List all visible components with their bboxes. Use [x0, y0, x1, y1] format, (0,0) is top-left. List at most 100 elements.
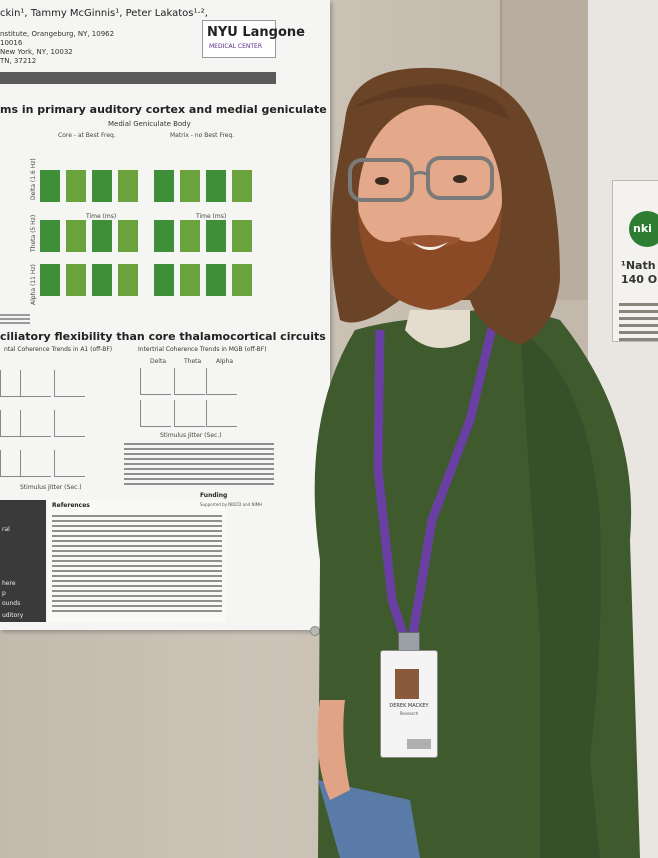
spectrogram-cell: [66, 264, 86, 296]
spectrogram-cell: [154, 264, 174, 296]
side-text: p: [2, 590, 6, 597]
spectrogram-cell: [66, 170, 86, 202]
poster-side-panel: ral here p ounds uditory: [0, 500, 46, 622]
band-label: Alpha: [216, 358, 234, 365]
spectrogram-cell: [118, 170, 138, 202]
axis-label: Time (ms): [86, 213, 117, 220]
coherence-mini-plot: [0, 410, 31, 437]
nki-body-text: [619, 299, 658, 341]
logo-text: NYU Langone: [207, 25, 305, 40]
hair-top: [350, 84, 510, 120]
figure-label: Medial Geniculate Body: [108, 120, 191, 128]
coherence-mini-plot: [20, 410, 51, 437]
column-header: Matrix - no Best Freq.: [170, 132, 235, 139]
header-divider: [0, 72, 276, 84]
left-eye: [375, 177, 389, 185]
coherence-mini-plot: [54, 410, 85, 437]
figure-caption: [0, 312, 30, 326]
glasses-bridge: [411, 171, 429, 177]
jeans: [318, 780, 420, 858]
coherence-mini-plot: [0, 370, 31, 397]
nki-poster-card: nki ¹Nath 140 O: [612, 180, 658, 342]
spectrogram-cell: [92, 220, 112, 252]
section-title: ms in primary auditory cortex and medial…: [0, 103, 327, 116]
mustache: [400, 235, 460, 247]
spectrogram-cell: [180, 264, 200, 296]
spectrogram-cell: [40, 220, 60, 252]
poster-authors: ckin¹, Tammy McGinnis¹, Peter Lakatos¹·²…: [0, 8, 208, 19]
band-label: Theta: [184, 358, 202, 365]
spectrogram-cell: [118, 220, 138, 252]
subsection-title: ntal Coherence Trends in A1 (off-BF): [4, 346, 113, 353]
coherence-mini-plot: [20, 370, 51, 397]
coherence-mini-plot: [54, 450, 85, 477]
column-header: Core - at Best Freq.: [58, 132, 116, 139]
spectrogram-cell: [92, 264, 112, 296]
affiliation-line: nstitute, Orangeburg, NY, 10962: [0, 30, 115, 38]
coherence-mini-plot: [206, 368, 237, 395]
badge-name: DEREK MACKEY: [389, 703, 429, 709]
spectrogram-cell: [232, 170, 252, 202]
coherence-mini-plot: [140, 400, 171, 427]
side-text: ral: [2, 526, 10, 533]
spectrogram-cell: [206, 220, 226, 252]
spectrogram-cell: [154, 220, 174, 252]
research-poster: ckin¹, Tammy McGinnis¹, Peter Lakatos¹·²…: [0, 0, 330, 636]
axis-label: Stimulus Jitter (Sec.): [160, 432, 222, 439]
results-text: [124, 440, 274, 488]
spectrogram-cell: [154, 170, 174, 202]
glasses-right-lens: [426, 156, 494, 200]
spectrogram-cell: [180, 170, 200, 202]
spectrogram-cell: [180, 220, 200, 252]
spectrogram-cell: [118, 264, 138, 296]
glasses-left-lens: [348, 158, 414, 202]
affiliation-line: New York, NY, 10032: [0, 48, 73, 56]
band-label: Delta: [150, 358, 167, 365]
beard: [358, 205, 502, 310]
axis-label: Time (ms): [196, 213, 227, 220]
smile: [412, 242, 448, 250]
spectrogram-cell: [40, 170, 60, 202]
coherence-mini-plot: [20, 450, 51, 477]
sweater-shading: [520, 330, 601, 858]
coherence-mini-plot: [0, 450, 31, 477]
affiliation-line: 10016: [0, 39, 23, 47]
references-box: References: [48, 500, 226, 622]
references-text: [52, 512, 222, 615]
subsection-title: Intertrial Coherence Trends in MGB (off-…: [138, 346, 267, 353]
right-eye: [453, 175, 467, 183]
references-title: References: [52, 502, 90, 509]
side-text: uditory: [2, 612, 24, 619]
spectrogram-cell: [206, 170, 226, 202]
funding-title: Funding: [200, 492, 228, 499]
nki-line-1: ¹Nath: [621, 259, 656, 272]
logo-subtext: MEDICAL CENTER: [209, 43, 262, 50]
spectrogram-cell: [66, 220, 86, 252]
spectrogram-cell: [206, 264, 226, 296]
section-title: ciliatory flexibility than core thalamoc…: [0, 330, 326, 343]
poster-header: ckin¹, Tammy McGinnis¹, Peter Lakatos¹·²…: [0, 0, 305, 72]
coherence-mini-plot: [174, 400, 205, 427]
badge-role: Research: [399, 711, 419, 716]
affiliation-line: TN, 37212: [0, 57, 37, 65]
spectrogram-cell: [40, 264, 60, 296]
spectrogram-cell: [232, 220, 252, 252]
funding-text: Supported by NIDCD and NIMH: [200, 502, 263, 507]
badge-logo: [407, 739, 431, 749]
nyu-langone-logo: NYU Langone MEDICAL CENTER: [202, 20, 305, 58]
id-badge: DEREK MACKEY Research: [380, 650, 438, 758]
push-pin: [310, 626, 320, 636]
nki-logo: nki: [629, 211, 658, 247]
coherence-mini-plot: [206, 400, 237, 427]
side-text: here: [2, 580, 16, 587]
spectrogram-cell: [92, 170, 112, 202]
nki-line-2: 140 O: [621, 273, 658, 286]
coherence-mini-plot: [140, 368, 171, 395]
coherence-mini-plot: [174, 368, 205, 395]
axis-label: Stimulus Jitter (Sec.): [20, 484, 82, 491]
funding-box: Funding Supported by NIDCD and NIMH: [198, 492, 278, 542]
shirt-collar: [405, 310, 470, 348]
badge-photo: [395, 669, 419, 699]
hand: [317, 700, 350, 800]
